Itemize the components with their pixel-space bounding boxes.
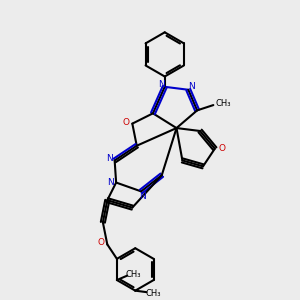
Text: O: O bbox=[219, 144, 226, 153]
Text: CH₃: CH₃ bbox=[146, 289, 161, 298]
Text: O: O bbox=[122, 118, 129, 127]
Text: CH₃: CH₃ bbox=[216, 99, 231, 108]
Text: O: O bbox=[97, 238, 104, 247]
Text: N: N bbox=[188, 82, 195, 91]
Text: N: N bbox=[158, 80, 165, 89]
Text: N: N bbox=[106, 154, 113, 164]
Text: N: N bbox=[139, 192, 146, 201]
Text: CH₃: CH₃ bbox=[126, 270, 141, 279]
Text: N: N bbox=[107, 178, 114, 187]
